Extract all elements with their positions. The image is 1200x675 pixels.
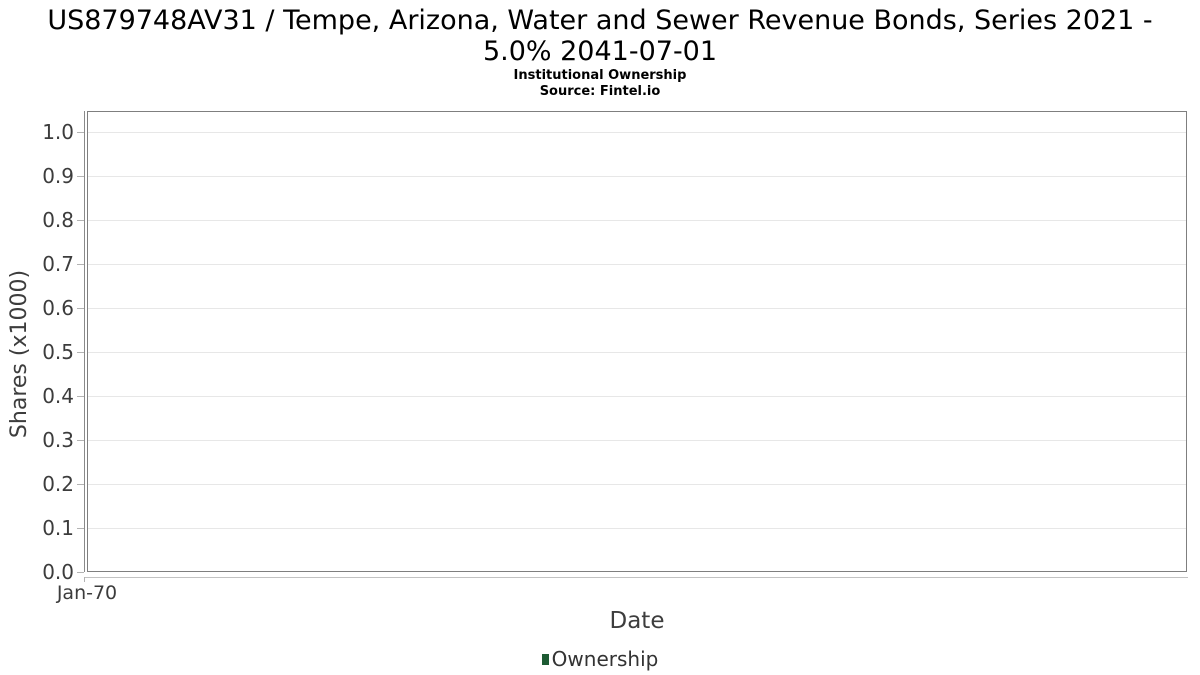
y-tick-mark	[77, 440, 84, 441]
plot-area	[87, 111, 1187, 572]
chart-subtitle: Institutional Ownership	[513, 68, 687, 83]
y-tick-mark	[77, 396, 84, 397]
y-gridline	[87, 220, 1187, 221]
y-axis-line	[84, 111, 85, 572]
y-tick-mark	[77, 528, 84, 529]
y-tick-mark	[77, 176, 84, 177]
y-tick-mark	[77, 220, 84, 221]
y-gridline	[87, 308, 1187, 309]
y-tick-mark	[77, 352, 84, 353]
legend: Ownership	[0, 647, 1200, 671]
chart-title-line2: 5.0% 2041-07-01	[482, 36, 718, 67]
chart-source: Source: Fintel.io	[539, 84, 661, 99]
y-tick-mark	[77, 308, 84, 309]
y-gridline	[87, 440, 1187, 441]
y-gridline	[87, 484, 1187, 485]
y-gridline	[87, 132, 1187, 133]
x-axis-line	[84, 577, 1188, 578]
y-tick-label: 0.0	[42, 560, 74, 584]
x-axis-title: Date	[609, 608, 665, 634]
y-gridline	[87, 264, 1187, 265]
y-gridline	[87, 176, 1187, 177]
y-axis-title: Shares (x1000)	[7, 269, 32, 439]
y-gridline	[87, 352, 1187, 353]
y-tick-mark	[77, 132, 84, 133]
legend-marker-ownership	[541, 653, 549, 665]
y-gridline	[87, 396, 1187, 397]
y-tick-label: 0.1	[42, 516, 74, 540]
y-tick-label: 1.0	[42, 120, 74, 144]
y-tick-mark	[77, 572, 84, 573]
legend-label-ownership: Ownership	[551, 647, 659, 671]
x-tick-label: Jan-70	[56, 582, 118, 604]
y-tick-label: 0.9	[42, 164, 74, 188]
y-tick-mark	[77, 484, 84, 485]
y-tick-mark	[77, 264, 84, 265]
x-axis-start-tick	[84, 577, 85, 582]
chart-title-line1: US879748AV31 / Tempe, Arizona, Water and…	[47, 5, 1153, 36]
y-gridline	[87, 528, 1187, 529]
